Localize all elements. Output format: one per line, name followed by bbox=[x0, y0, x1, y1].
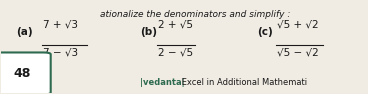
Text: ationalize the denominators and simplify :: ationalize the denominators and simplify… bbox=[100, 10, 290, 19]
Text: √5 + √2: √5 + √2 bbox=[277, 20, 319, 30]
Text: 2 − √5: 2 − √5 bbox=[159, 47, 194, 57]
FancyBboxPatch shape bbox=[0, 52, 51, 94]
Text: |vedanta|: |vedanta| bbox=[140, 78, 185, 87]
Text: Excel in Additional Mathemati: Excel in Additional Mathemati bbox=[178, 78, 307, 87]
Text: 7 + √3: 7 + √3 bbox=[43, 20, 78, 30]
Text: 7 − √3: 7 − √3 bbox=[43, 47, 78, 57]
Text: 2 + √5: 2 + √5 bbox=[159, 20, 194, 30]
Text: (a): (a) bbox=[16, 27, 33, 37]
Text: 48: 48 bbox=[14, 67, 31, 80]
Text: √5 − √2: √5 − √2 bbox=[277, 47, 319, 57]
Text: (b): (b) bbox=[140, 27, 157, 37]
Text: (c): (c) bbox=[257, 27, 273, 37]
